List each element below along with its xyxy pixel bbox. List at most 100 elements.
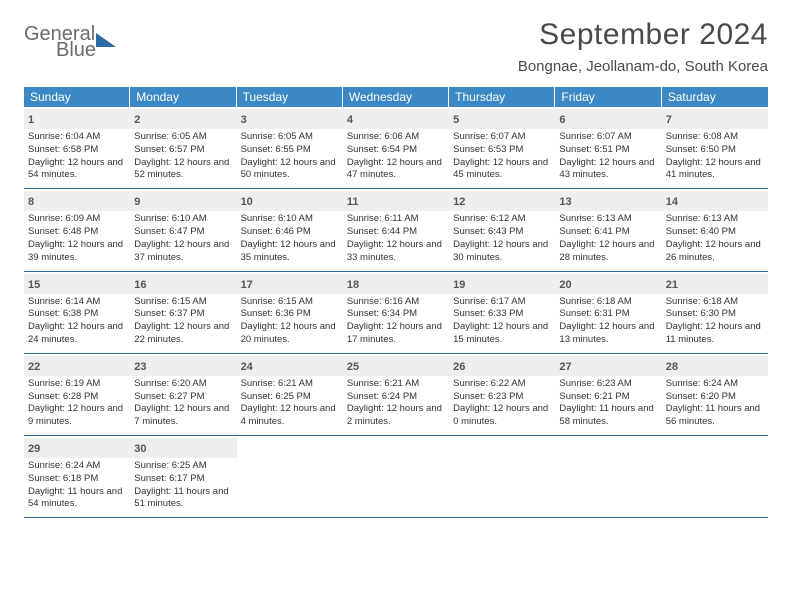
day-number-row: 20 [555, 274, 661, 294]
calendar-day: 6Sunrise: 6:07 AMSunset: 6:51 PMDaylight… [555, 107, 661, 188]
sunrise-line: Sunrise: 6:21 AM [241, 378, 339, 391]
sunrise-line: Sunrise: 6:10 AM [241, 213, 339, 226]
day-number: 9 [134, 196, 140, 208]
weekday-header: Thursday [449, 87, 555, 107]
sunrise-line: Sunrise: 6:21 AM [347, 378, 445, 391]
calendar-day: 26 Sunrise: 6:22 AMSunset: 6:23 PMDayligh… [449, 354, 555, 435]
daylight-line: Daylight: 12 hours and 28 minutes. [559, 239, 657, 265]
day-number-row: 1 [24, 109, 130, 129]
sunset-line: Sunset: 6:37 PM [134, 308, 232, 321]
sunset-line: Sunset: 6:20 PM [666, 391, 764, 404]
sunset-line: Sunset: 6:18 PM [28, 473, 126, 486]
day-number: 10 [241, 196, 253, 208]
sunset-line: Sunset: 6:28 PM [28, 391, 126, 404]
daylight-line: Daylight: 12 hours and 9 minutes. [28, 403, 126, 429]
sunrise-line: Sunrise: 6:20 AM [134, 378, 232, 391]
daylight-line: Daylight: 12 hours and 30 minutes. [453, 239, 551, 265]
sunrise-line: Sunrise: 6:22 AM [453, 378, 551, 391]
calendar-week: 22Sunrise: 6:19 AMSunset: 6:28 PMDayligh… [24, 354, 768, 436]
calendar-week: 29Sunrise: 6:24 AMSunset: 6:18 PMDayligh… [24, 436, 768, 518]
calendar-day: 14Sunrise: 6:13 AMSunset: 6:40 PMDayligh… [662, 189, 768, 270]
page-title: September 2024 [518, 18, 768, 52]
sunrise-line: Sunrise: 6:09 AM [28, 213, 126, 226]
sunset-line: Sunset: 6:44 PM [347, 226, 445, 239]
daylight-line: Daylight: 12 hours and 50 minutes. [241, 157, 339, 183]
day-number-row: 26 [449, 356, 555, 376]
day-number: 29 [28, 443, 40, 455]
day-number: 1 [28, 114, 34, 126]
sunset-line: Sunset: 6:27 PM [134, 391, 232, 404]
day-number-row: 22 [24, 356, 130, 376]
day-number-row: 8 [24, 191, 130, 211]
calendar-week: 1Sunrise: 6:04 AMSunset: 6:58 PMDaylight… [24, 107, 768, 189]
day-number-row: 23 [130, 356, 236, 376]
weekday-header: Sunday [24, 87, 130, 107]
sunset-line: Sunset: 6:51 PM [559, 144, 657, 157]
day-number: 7 [666, 114, 672, 126]
brand-triangle-icon [96, 33, 116, 47]
daylight-line: Daylight: 12 hours and 0 minutes. [453, 403, 551, 429]
day-number: 2 [134, 114, 140, 126]
daylight-line: Daylight: 12 hours and 47 minutes. [347, 157, 445, 183]
day-number: 21 [666, 279, 678, 291]
daylight-line: Daylight: 12 hours and 13 minutes. [559, 321, 657, 347]
day-number-row: 7 [662, 109, 768, 129]
weekday-header: Friday [555, 87, 661, 107]
day-number: 30 [134, 443, 146, 455]
sunrise-line: Sunrise: 6:24 AM [666, 378, 764, 391]
calendar-day: 15Sunrise: 6:14 AMSunset: 6:38 PMDayligh… [24, 272, 130, 353]
day-number-row: 24 [237, 356, 343, 376]
calendar-day: 3Sunrise: 6:05 AMSunset: 6:55 PMDaylight… [237, 107, 343, 188]
day-number-row: 12 [449, 191, 555, 211]
daylight-line: Daylight: 12 hours and 24 minutes. [28, 321, 126, 347]
sunset-line: Sunset: 6:23 PM [453, 391, 551, 404]
daylight-line: Daylight: 12 hours and 35 minutes. [241, 239, 339, 265]
daylight-line: Daylight: 12 hours and 2 minutes. [347, 403, 445, 429]
sunset-line: Sunset: 6:36 PM [241, 308, 339, 321]
calendar-day [343, 436, 449, 517]
daylight-line: Daylight: 12 hours and 41 minutes. [666, 157, 764, 183]
day-number-row: 27 [555, 356, 661, 376]
brand-logo: General Blue [24, 24, 116, 60]
day-number: 5 [453, 114, 459, 126]
calendar-day [237, 436, 343, 517]
sunrise-line: Sunrise: 6:05 AM [134, 131, 232, 144]
calendar-day: 27Sunrise: 6:23 AMSunset: 6:21 PMDayligh… [555, 354, 661, 435]
calendar-day: 25 Sunrise: 6:21 AMSunset: 6:24 PMDayligh… [343, 354, 449, 435]
sunset-line: Sunset: 6:24 PM [347, 391, 445, 404]
day-number: 6 [559, 114, 565, 126]
daylight-line: Daylight: 12 hours and 11 minutes. [666, 321, 764, 347]
calendar-day: 30Sunrise: 6:25 AMSunset: 6:17 PMDayligh… [130, 436, 236, 517]
sunset-line: Sunset: 6:57 PM [134, 144, 232, 157]
sunset-line: Sunset: 6:50 PM [666, 144, 764, 157]
daylight-line: Daylight: 12 hours and 7 minutes. [134, 403, 232, 429]
weekday-header: Saturday [662, 87, 768, 107]
sunset-line: Sunset: 6:21 PM [559, 391, 657, 404]
daylight-line: Daylight: 12 hours and 20 minutes. [241, 321, 339, 347]
daylight-line: Daylight: 12 hours and 39 minutes. [28, 239, 126, 265]
calendar-day: 12Sunrise: 6:12 AMSunset: 6:43 PMDayligh… [449, 189, 555, 270]
day-number-row: 25 [343, 356, 449, 376]
calendar-week: 15Sunrise: 6:14 AMSunset: 6:38 PMDayligh… [24, 272, 768, 354]
day-number: 4 [347, 114, 353, 126]
location-subtitle: Bongnae, Jeollanam-do, South Korea [518, 58, 768, 75]
calendar-day: 21Sunrise: 6:18 AMSunset: 6:30 PMDayligh… [662, 272, 768, 353]
calendar-day: 9Sunrise: 6:10 AMSunset: 6:47 PMDaylight… [130, 189, 236, 270]
sunrise-line: Sunrise: 6:11 AM [347, 213, 445, 226]
sunset-line: Sunset: 6:54 PM [347, 144, 445, 157]
sunrise-line: Sunrise: 6:07 AM [453, 131, 551, 144]
calendar-day: 7Sunrise: 6:08 AMSunset: 6:50 PMDaylight… [662, 107, 768, 188]
daylight-line: Daylight: 12 hours and 37 minutes. [134, 239, 232, 265]
sunset-line: Sunset: 6:40 PM [666, 226, 764, 239]
day-number-row: 2 [130, 109, 236, 129]
calendar-day: 2 Sunrise: 6:05 AMSunset: 6:57 PMDaylight… [130, 107, 236, 188]
calendar-weeks: 1Sunrise: 6:04 AMSunset: 6:58 PMDaylight… [24, 107, 768, 518]
day-number: 11 [347, 196, 359, 208]
day-number: 16 [134, 279, 146, 291]
weekday-header-row: SundayMondayTuesdayWednesdayThursdayFrid… [24, 87, 768, 107]
daylight-line: Daylight: 12 hours and 33 minutes. [347, 239, 445, 265]
daylight-line: Daylight: 12 hours and 52 minutes. [134, 157, 232, 183]
calendar-day: 5Sunrise: 6:07 AMSunset: 6:53 PMDaylight… [449, 107, 555, 188]
sunset-line: Sunset: 6:25 PM [241, 391, 339, 404]
day-number-row: 10 [237, 191, 343, 211]
